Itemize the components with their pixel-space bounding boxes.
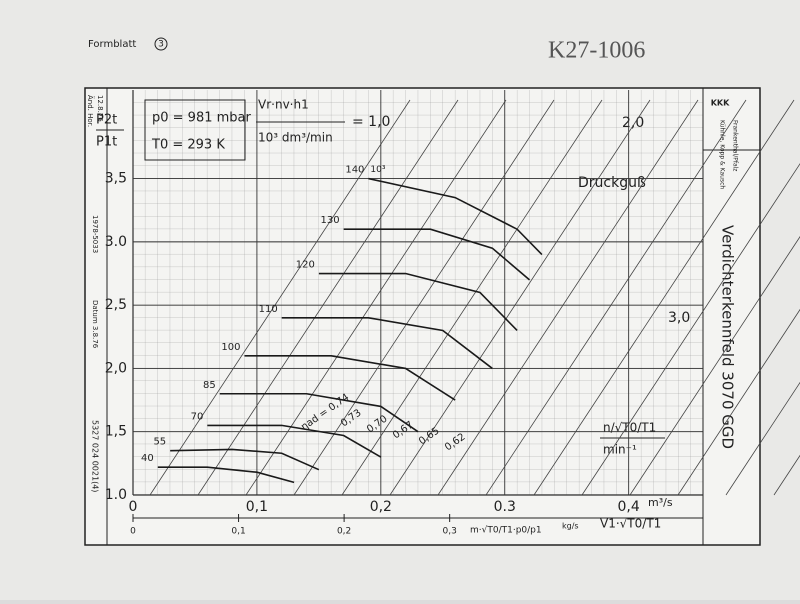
flow-line xyxy=(293,99,555,496)
speed-label-bottom: min⁻¹ xyxy=(603,443,637,457)
x-tick-label: 0.3 xyxy=(494,499,516,515)
flow-line xyxy=(677,308,800,496)
x2-tick-label: 0 xyxy=(130,527,136,537)
y-tick-label: 3,5 xyxy=(105,171,127,187)
margin-text: 5327 024 0021(4) xyxy=(91,420,100,492)
speed-line xyxy=(244,354,456,401)
speed-label: 85 xyxy=(203,380,216,391)
speed-line xyxy=(207,424,382,458)
flow-line xyxy=(437,99,699,496)
condition: p0 = 981 mbar xyxy=(152,111,252,126)
speed-line xyxy=(157,466,295,484)
form-label: Formblatt xyxy=(88,39,136,50)
y-label-bottom: P1t xyxy=(96,135,117,150)
speed-label: 40 xyxy=(141,453,154,464)
x2-unit: kg/s xyxy=(562,522,579,531)
flow-line xyxy=(581,163,800,496)
condition: T0 = 293 K xyxy=(151,138,225,153)
x-label: V1·√T0/T1 xyxy=(600,517,661,531)
speed-label: 55 xyxy=(153,437,166,448)
company: Kühnle, Kopp & Kausch xyxy=(719,120,726,189)
x-tick-label: 0,2 xyxy=(370,499,392,515)
speed-line xyxy=(343,228,531,281)
margin-text: 1978-5033 xyxy=(91,215,99,253)
x2-tick-label: 0,2 xyxy=(337,527,351,537)
y-label-top: P2t xyxy=(96,113,117,128)
speed-line xyxy=(170,448,320,471)
x2-tick-label: 0,3 xyxy=(443,527,457,537)
conditions-box xyxy=(144,99,246,161)
speed-line xyxy=(281,317,493,370)
flow-line xyxy=(485,99,747,496)
formula-numerator: Vr·nv·h1 xyxy=(258,98,309,112)
y-tick-label: 1,5 xyxy=(105,424,127,440)
speed-label-top: n/√T0/T1 xyxy=(603,421,656,435)
speed-line xyxy=(219,392,419,433)
flow-line xyxy=(533,99,795,496)
x-tick-label: 0 xyxy=(129,499,138,515)
company: Frankenthal/Pfalz xyxy=(732,120,739,171)
speed-label: 140 xyxy=(345,165,364,176)
flow-line xyxy=(389,99,651,496)
y-tick-label: 1.0 xyxy=(105,487,127,503)
flow-line xyxy=(197,99,459,496)
formula-denominator: 10³ dm³/min xyxy=(258,131,333,145)
y-tick-label: 2,5 xyxy=(105,297,127,313)
speed-line xyxy=(368,177,543,256)
form-number: 3 xyxy=(158,40,164,50)
minor-grid xyxy=(133,90,703,495)
speed-label: 130 xyxy=(321,215,340,226)
flow-label: 3,0 xyxy=(668,310,690,326)
x2-label: m·√T0/T1·p0/p1 xyxy=(470,525,542,536)
speed-unit: 10³ xyxy=(370,165,385,175)
x-tick-label: 0,1 xyxy=(246,499,268,515)
flow-line xyxy=(341,99,603,496)
flow-line xyxy=(149,99,411,496)
margin-text: 12.8.76 xyxy=(96,95,104,122)
margin-text: Datum 3.8.76 xyxy=(91,300,99,349)
speed-label: 120 xyxy=(296,260,315,271)
flow-line xyxy=(245,99,507,496)
handwritten-number: K27-1006 xyxy=(548,38,645,64)
y-tick-label: 3.0 xyxy=(105,234,127,250)
flow-line xyxy=(629,236,800,496)
flow-line xyxy=(725,381,800,496)
material: Druckguß xyxy=(578,175,646,191)
x-unit: m³/s xyxy=(648,496,673,509)
speed-label: 100 xyxy=(221,342,240,353)
logo: KKK xyxy=(711,99,730,108)
form-circle xyxy=(154,37,168,51)
x2-tick-label: 0,1 xyxy=(231,527,245,537)
x-tick-label: 0,4 xyxy=(618,499,640,515)
speed-line xyxy=(318,272,518,332)
margin-text: Änd. Hor. xyxy=(86,95,95,127)
formula-equals: = 1,0 xyxy=(352,114,390,130)
y-tick-label: 2,0 xyxy=(105,360,127,376)
flow-label: 2,0 xyxy=(622,115,644,131)
speed-label: 70 xyxy=(191,411,204,422)
speed-label: 110 xyxy=(259,304,278,315)
